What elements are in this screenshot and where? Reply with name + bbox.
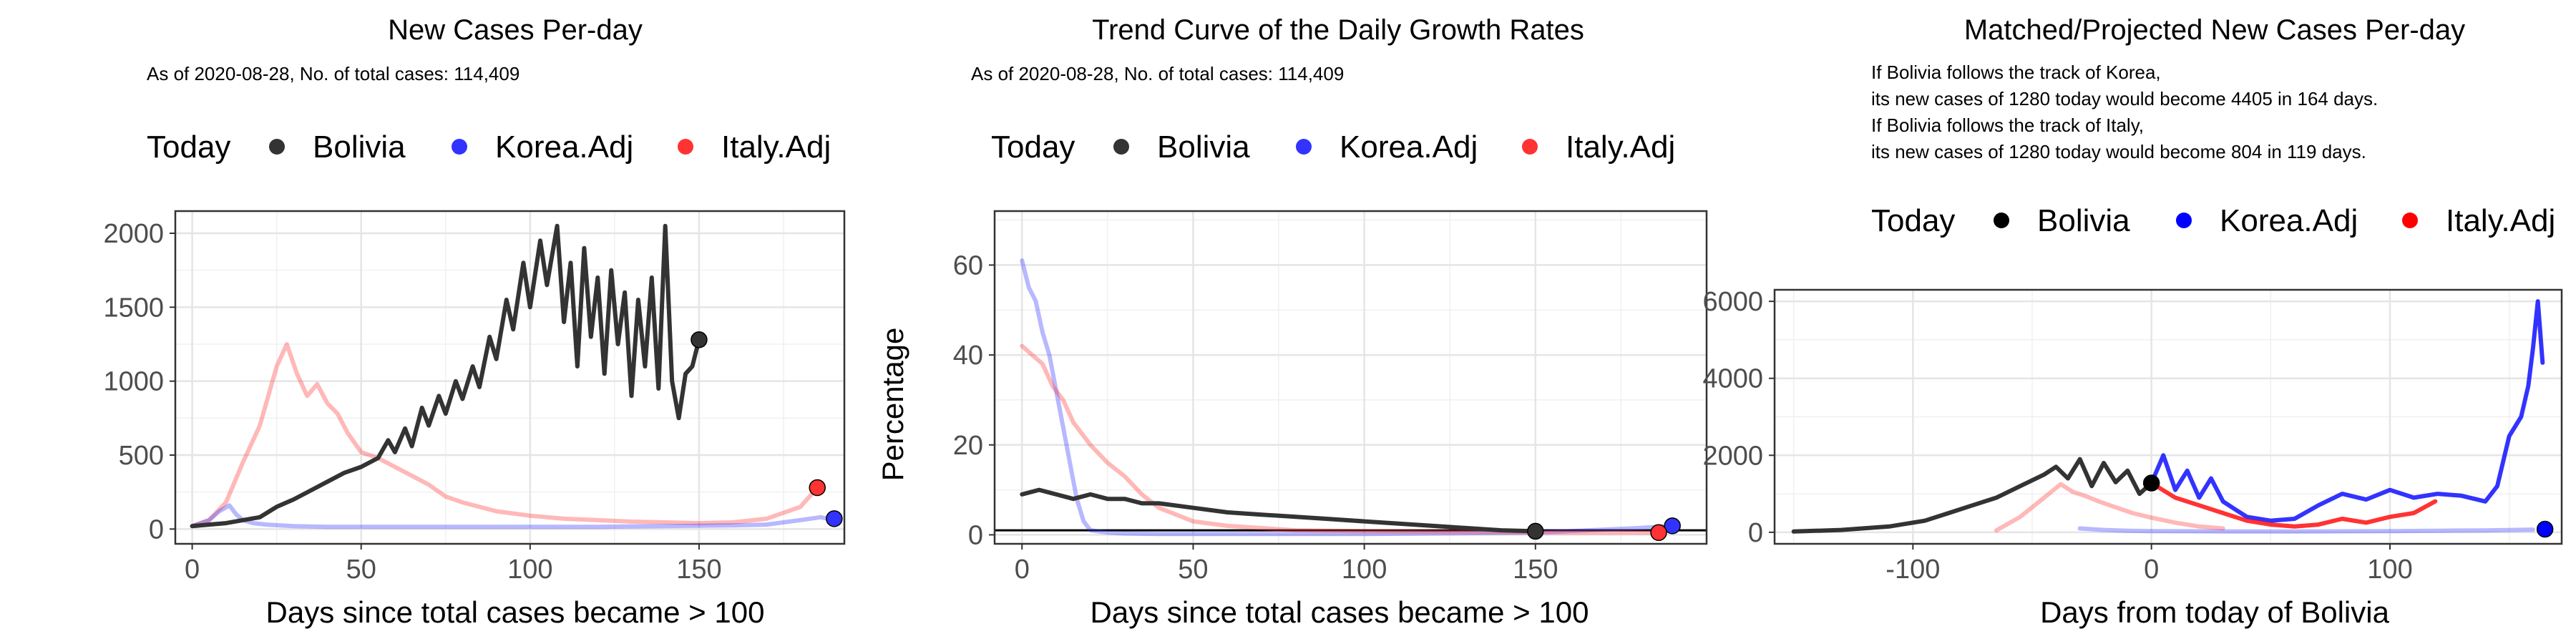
plot-area: 0 20 40 60 0 50 100 150 bbox=[953, 210, 1708, 585]
y-tick-label: 1500 bbox=[103, 293, 164, 323]
plot-border bbox=[174, 210, 846, 545]
end-point-bolivia bbox=[2142, 474, 2160, 492]
legend-marker-italy bbox=[678, 139, 693, 155]
plot-area: 0 500 1000 1500 2000 0 50 100 150 bbox=[103, 210, 846, 585]
y-tick-label: 2000 bbox=[103, 219, 164, 249]
end-point-korea bbox=[1664, 517, 1681, 535]
y-tick-label: 0 bbox=[1748, 518, 1763, 548]
legend-marker-korea bbox=[2176, 213, 2192, 228]
y-tick-label: 1000 bbox=[103, 367, 164, 397]
legend-marker-korea bbox=[1296, 139, 1312, 155]
x-tick-label: 150 bbox=[1513, 555, 1558, 585]
legend: Today Bolivia Korea.Adj Italy.Adj bbox=[991, 130, 1675, 165]
legend-label-italy: Italy.Adj bbox=[721, 130, 831, 165]
x-tick-label: 0 bbox=[185, 555, 200, 585]
legend-marker-italy bbox=[1522, 139, 1538, 155]
panel-projected: Matched/Projected New Cases Per-day If B… bbox=[1702, 14, 2563, 629]
legend-title: Today bbox=[991, 130, 1075, 165]
x-tick-label: 150 bbox=[676, 555, 721, 585]
x-axis-label: Days from today of Bolivia bbox=[2040, 595, 2390, 629]
end-point-italy bbox=[1650, 524, 1667, 542]
legend-marker-bolivia bbox=[1994, 213, 2009, 228]
x-tick-label: 100 bbox=[507, 555, 552, 585]
series-line-korea_proj bbox=[2149, 299, 2545, 523]
y-tick-label: 20 bbox=[953, 431, 983, 461]
x-tick-label: 100 bbox=[2367, 555, 2412, 585]
x-tick-label: -100 bbox=[1885, 555, 1940, 585]
series-line-italy bbox=[190, 342, 820, 529]
x-axis-label: Days since total cases became > 100 bbox=[266, 595, 765, 629]
legend-label-korea: Korea.Adj bbox=[495, 130, 633, 165]
chart-subtitle: As of 2020-08-28, No. of total cases: 11… bbox=[971, 63, 1344, 84]
chart-title: New Cases Per-day bbox=[388, 14, 643, 46]
end-point-bolivia bbox=[1527, 522, 1544, 540]
end-point-korea bbox=[2536, 520, 2554, 538]
plot-border bbox=[1773, 288, 2563, 545]
x-tick-label: 0 bbox=[1015, 555, 1030, 585]
plot-border bbox=[993, 210, 1708, 545]
legend-title: Today bbox=[147, 130, 230, 165]
y-axis-label: Percentage bbox=[876, 328, 909, 482]
legend-marker-bolivia bbox=[269, 139, 285, 155]
series-line-korea bbox=[190, 503, 836, 530]
legend-marker-bolivia bbox=[1113, 139, 1129, 155]
x-tick-label: 50 bbox=[1178, 555, 1208, 585]
legend-label-bolivia: Bolivia bbox=[313, 130, 406, 165]
x-tick-label: 50 bbox=[346, 555, 376, 585]
series-line-italy_proj bbox=[2149, 481, 2438, 529]
x-tick-label: 100 bbox=[1342, 555, 1387, 585]
legend-title: Today bbox=[1871, 203, 1955, 238]
series-line-korea bbox=[1020, 258, 1675, 537]
legend-label-korea: Korea.Adj bbox=[1340, 130, 1478, 165]
series-line-italy bbox=[1020, 343, 1658, 535]
legend: Today Bolivia Korea.Adj Italy.Adj bbox=[1871, 203, 2555, 238]
chart-subtitle: As of 2020-08-28, No. of total cases: 11… bbox=[147, 63, 519, 84]
legend: Today Bolivia Korea.Adj Italy.Adj bbox=[147, 130, 831, 165]
x-axis-label: Days since total cases became > 100 bbox=[1091, 595, 1589, 629]
chart-subtitle-line-2: its new cases of 1280 today would become… bbox=[1871, 88, 2378, 109]
y-tick-label: 2000 bbox=[1702, 441, 1763, 471]
series-line-bolivia bbox=[1020, 487, 1538, 534]
y-tick-label: 4000 bbox=[1702, 364, 1763, 394]
end-point-italy bbox=[809, 479, 826, 497]
end-point-korea bbox=[826, 510, 843, 527]
chart-title: Trend Curve of the Daily Growth Rates bbox=[1092, 14, 1584, 46]
legend-label-italy: Italy.Adj bbox=[1566, 130, 1675, 165]
chart-subtitle-line-4: its new cases of 1280 today would become… bbox=[1871, 141, 2366, 162]
end-point-bolivia bbox=[691, 331, 708, 348]
panel-growth-rates: Trend Curve of the Daily Growth Rates As… bbox=[876, 14, 1708, 629]
y-tick-label: 60 bbox=[953, 250, 983, 280]
legend-label-korea: Korea.Adj bbox=[2220, 203, 2358, 238]
panel-new-cases: New Cases Per-day As of 2020-08-28, No. … bbox=[103, 14, 846, 629]
x-tick-label: 0 bbox=[2144, 555, 2159, 585]
legend-label-bolivia: Bolivia bbox=[2037, 203, 2130, 238]
legend-label-italy: Italy.Adj bbox=[2446, 203, 2555, 238]
y-tick-label: 0 bbox=[149, 514, 164, 545]
y-tick-label: 500 bbox=[119, 441, 164, 471]
series-line-korea_past bbox=[2077, 526, 2535, 534]
y-tick-label: 0 bbox=[968, 520, 983, 550]
chart-title: Matched/Projected New Cases Per-day bbox=[1964, 14, 2465, 46]
series-line-bolivia bbox=[1791, 457, 2154, 534]
chart-subtitle-line-1: If Bolivia follows the track of Korea, bbox=[1871, 62, 2161, 83]
legend-label-bolivia: Bolivia bbox=[1157, 130, 1250, 165]
y-tick-label: 40 bbox=[953, 341, 983, 371]
legend-marker-korea bbox=[452, 139, 467, 155]
legend-marker-italy bbox=[2402, 213, 2418, 228]
series-line-italy_past bbox=[1994, 482, 2225, 533]
chart-subtitle-line-3: If Bolivia follows the track of Italy, bbox=[1871, 114, 2144, 136]
series-line-bolivia bbox=[190, 223, 701, 529]
y-tick-label: 6000 bbox=[1702, 287, 1763, 317]
plot-area: 0 2000 4000 6000 -100 0 100 bbox=[1702, 287, 2563, 585]
